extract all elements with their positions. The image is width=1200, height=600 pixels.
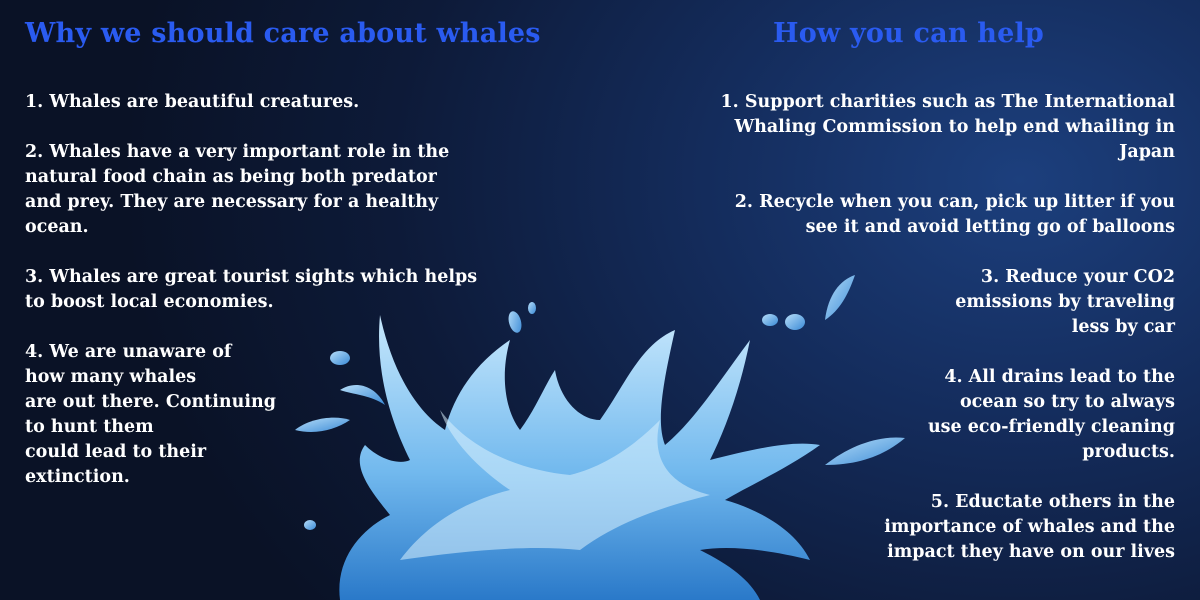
- help-point-4: 4. All drains lead to the ocean so try to…: [927, 367, 1175, 462]
- left-heading: Why we should care about whales: [25, 18, 541, 49]
- reason-point-2: 2. Whales have a very important role in …: [25, 142, 450, 237]
- help-point-5: 5. Eductate others in the importance of w…: [884, 492, 1175, 562]
- right-heading: How you can help: [773, 18, 1044, 49]
- help-point-2: 2. Recycle when you can, pick up litter …: [734, 192, 1175, 237]
- help-point-1: 1. Support charities such as The Interna…: [720, 92, 1176, 162]
- reasons-list: 1. Whales are beautiful creatures. 2. Wha…: [25, 90, 525, 515]
- water-splash-icon: [295, 275, 905, 600]
- reason-point-1: 1. Whales are beautiful creatures.: [25, 92, 360, 112]
- reason-point-3: 3. Whales are great tourist sights which…: [25, 267, 478, 312]
- help-list: 1. Support charities such as The Interna…: [675, 90, 1176, 590]
- reason-point-4: 4. We are unaware of how many whales are o…: [25, 342, 276, 487]
- help-point-3: 3. Reduce your CO2 emissions by traveling…: [955, 267, 1175, 337]
